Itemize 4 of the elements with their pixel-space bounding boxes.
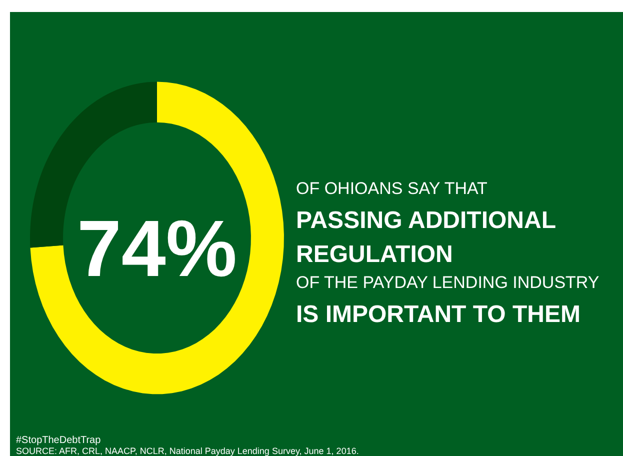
data-label: 74% — [76, 204, 238, 293]
text: OF OHIOANS SAY THAT PASSING ADDITIONAL REGULATION OF THE PAYDAY LENDING INDUSTRY IS IMPORTANT TO THEM — [296, 179, 600, 328]
source-note: SOURCE: AFR, CRL, NAACP, NCLR, National Payday Lending Survey, June 1, 2016. — [16, 446, 359, 456]
text: #StopTheDebtTrap — [16, 435, 102, 446]
